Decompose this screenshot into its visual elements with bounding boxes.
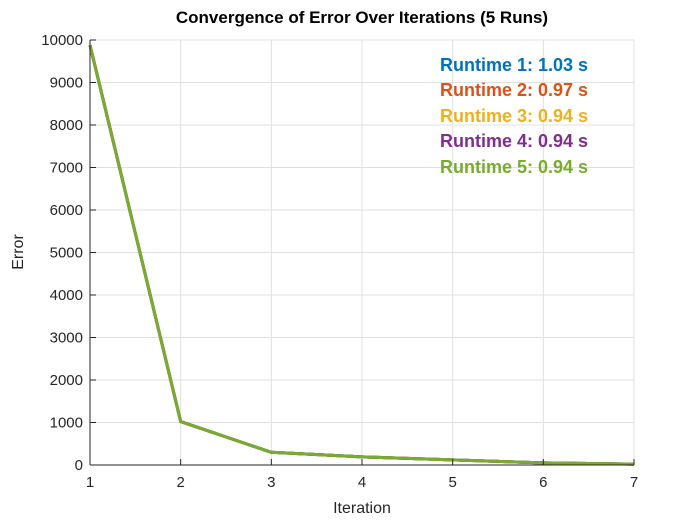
y-tick-label: 9000 — [50, 75, 83, 92]
y-tick-label: 7000 — [50, 160, 83, 177]
y-tick-label: 4000 — [50, 287, 83, 304]
runtime-annotation-1: Runtime 1: 1.03 s — [440, 55, 589, 75]
y-tick-label: 3000 — [50, 330, 83, 347]
x-tick-label: 7 — [630, 474, 638, 491]
y-axis-label: Error — [10, 234, 27, 270]
x-tick-label: 5 — [448, 474, 456, 491]
runtime-annotation-2: Runtime 2: 0.97 s — [440, 80, 589, 101]
runtime-annotation-5: Runtime 5: 0.94 s — [440, 156, 589, 177]
y-tick-label: 8000 — [50, 117, 83, 134]
runtime-annotation-3: Runtime 3: 0.94 s — [440, 105, 589, 126]
y-tick-label: 0 — [75, 457, 83, 474]
x-axis-label: Iteration — [333, 500, 391, 517]
x-tick-label: 1 — [86, 474, 94, 491]
y-tick-label: 1000 — [50, 415, 83, 432]
y-tick-label: 10000 — [41, 32, 83, 49]
runtime-annotations: Runtime 1: 1.03 s Runtime 2: 0.97 s Runt… — [440, 53, 588, 180]
y-tick-label: 2000 — [50, 372, 83, 389]
x-tick-label: 2 — [176, 474, 184, 491]
runtime-annotation-4: Runtime 4: 0.94 s — [440, 131, 589, 152]
x-tick-label: 6 — [539, 474, 547, 491]
y-tick-label: 5000 — [50, 245, 83, 262]
y-tick-label: 6000 — [50, 202, 83, 219]
x-tick-label: 3 — [267, 474, 275, 491]
chart-title: Convergence of Error Over Iterations (5 … — [175, 8, 549, 27]
x-tick-label: 4 — [358, 474, 366, 491]
